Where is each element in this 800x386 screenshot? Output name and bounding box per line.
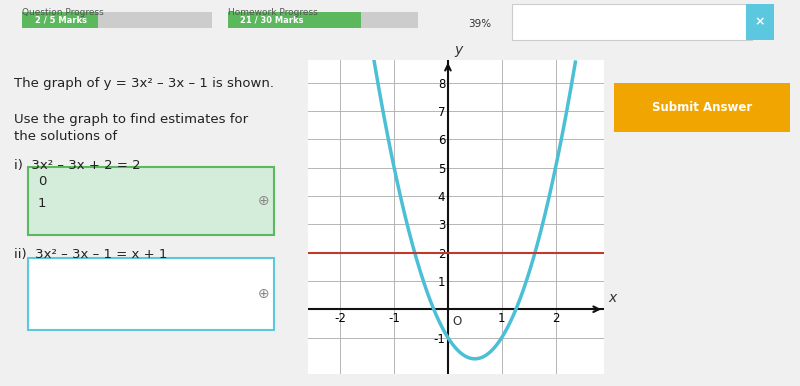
Text: x: x — [608, 291, 617, 305]
Bar — [746, 4, 774, 40]
Text: Question Progress: Question Progress — [22, 8, 104, 17]
Text: 2 / 5 Marks: 2 / 5 Marks — [35, 15, 87, 24]
Bar — [28, 257, 274, 330]
Text: ii)  3x² – 3x – 1 = x + 1: ii) 3x² – 3x – 1 = x + 1 — [14, 247, 167, 261]
Bar — [22, 12, 212, 28]
Text: Submit Answer: Submit Answer — [652, 101, 752, 113]
Text: the solutions of: the solutions of — [14, 130, 117, 143]
Text: 0: 0 — [38, 175, 46, 188]
Bar — [228, 12, 361, 28]
Text: Use the graph to find estimates for: Use the graph to find estimates for — [14, 113, 248, 126]
Bar — [28, 167, 274, 235]
Text: i)  3x² – 3x + 2 = 2: i) 3x² – 3x + 2 = 2 — [14, 159, 141, 172]
Bar — [512, 4, 752, 40]
Text: O: O — [452, 315, 462, 328]
Text: ⊕: ⊕ — [258, 287, 269, 301]
Text: 1: 1 — [38, 197, 46, 210]
Text: 39%: 39% — [469, 19, 491, 29]
Bar — [614, 83, 790, 132]
Bar — [22, 12, 98, 28]
Text: ×: × — [754, 15, 766, 29]
Text: ⊕: ⊕ — [258, 194, 269, 208]
Bar — [228, 12, 418, 28]
Text: y: y — [454, 43, 462, 57]
Text: 21 / 30 Marks: 21 / 30 Marks — [240, 15, 303, 24]
Text: Homework Progress: Homework Progress — [228, 8, 318, 17]
Text: The graph of y = 3x² – 3x – 1 is shown.: The graph of y = 3x² – 3x – 1 is shown. — [14, 77, 274, 90]
